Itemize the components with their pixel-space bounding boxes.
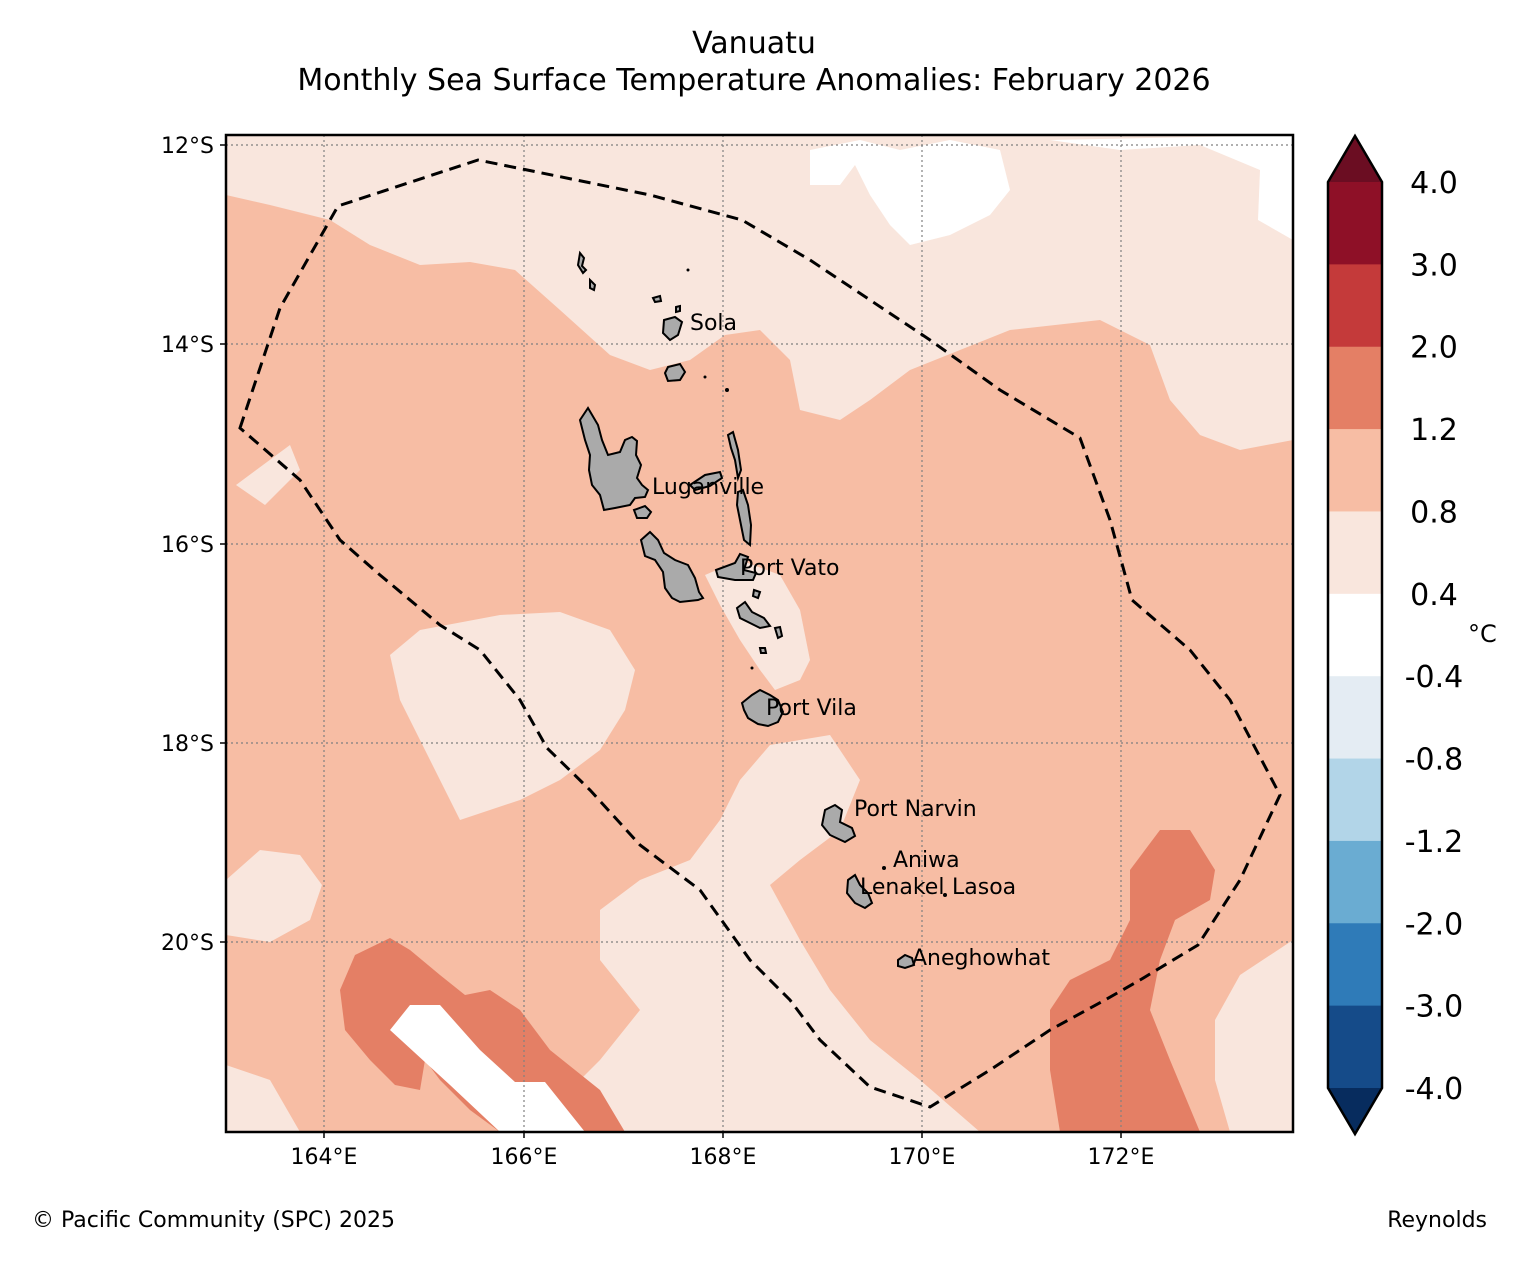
island-merelava <box>663 362 687 383</box>
island-tanna <box>845 873 874 910</box>
islands <box>576 250 916 970</box>
colorbar-segment <box>1328 1005 1382 1089</box>
map-subtitle: Monthly Sea Surface Temperature Anomalie… <box>297 63 1211 98</box>
colorbar-tick-label: 2.0 <box>1410 331 1458 366</box>
lon-ticks <box>323 1132 1122 1138</box>
anomaly-neutral-ne <box>1050 135 1293 240</box>
anomaly-band-north <box>226 135 1293 450</box>
island-torres-1 <box>576 250 588 275</box>
colorbar-segment <box>1328 264 1382 348</box>
lat-tick-label: 18°S <box>161 732 214 757</box>
place-label: Sola <box>690 311 737 336</box>
colorbar-tick-label: 3.0 <box>1410 248 1458 283</box>
colorbar-segment <box>1328 593 1382 677</box>
island-speck <box>750 666 754 670</box>
island-efate <box>740 688 785 728</box>
island-vanualava <box>651 294 663 304</box>
colorbar-extend-max <box>1328 136 1382 182</box>
colorbar-segment <box>1328 840 1382 924</box>
island-paama <box>751 588 762 600</box>
place-label: Port Vato <box>740 556 840 581</box>
island-aneityum <box>897 953 916 970</box>
anomaly-band-sw <box>226 850 322 942</box>
island-speck <box>882 866 886 870</box>
anomaly-band-south <box>560 735 980 1132</box>
anomaly-neutral-sw <box>390 1005 585 1132</box>
island-speck <box>703 375 707 379</box>
colorbar-segment <box>1328 429 1382 512</box>
colorbar-tick-label: -4.0 <box>1405 1072 1464 1107</box>
island-specks <box>686 268 947 897</box>
lat-tick-label: 16°S <box>161 533 214 558</box>
lat-ticks <box>220 144 226 943</box>
colorbar-segment <box>1328 758 1382 842</box>
anomaly-warm-se <box>1050 830 1215 1132</box>
anomaly-band-central <box>390 612 635 820</box>
map-title: Vanuatu <box>692 26 816 61</box>
island-malakula <box>639 530 705 604</box>
colorbar-tick-label: 0.8 <box>1410 495 1458 530</box>
island-speck <box>725 388 729 392</box>
anomaly-band-west <box>236 445 300 505</box>
place-label: Luganville <box>652 475 764 500</box>
lon-tick-label: 172°E <box>1088 1145 1155 1170</box>
island-speck <box>686 268 690 272</box>
anomaly-band-se <box>1215 940 1293 1132</box>
colorbar-tick-label: -2.0 <box>1405 907 1464 942</box>
place-label: Lasoa <box>952 875 1016 900</box>
colorbar: 4.0 3.0 2.0 1.2 0.8 0.4 -0.4 -0.8 -1.2 -2.0 -3.0 -4… <box>1326 133 1464 1137</box>
colorbar-segment <box>1328 346 1382 430</box>
place-label: Aniwa <box>893 848 960 873</box>
lon-tick-label: 166°E <box>491 1145 558 1170</box>
island-malo <box>632 504 653 519</box>
island-ambrym <box>714 552 758 581</box>
eez-boundary <box>238 158 1282 1109</box>
lon-tick-label: 170°E <box>889 1145 956 1170</box>
lat-tick-label: 20°S <box>161 931 214 956</box>
colorbar-segment <box>1328 923 1382 1007</box>
anomaly-field <box>226 135 1293 1132</box>
copyright-credit: © Pacific Community (SPC) 2025 <box>32 1208 395 1233</box>
colorbar-outline <box>1326 133 1384 1137</box>
colorbar-tick-label: -1.2 <box>1405 825 1464 860</box>
anomaly-neutral-north <box>810 140 1010 245</box>
island-small-banks <box>675 304 681 314</box>
anomaly-band-corner <box>226 1065 300 1132</box>
island-erromango <box>820 803 857 844</box>
colorbar-tick-label: 0.4 <box>1410 578 1458 613</box>
island-santo <box>578 406 650 512</box>
colorbar-segment <box>1328 511 1382 595</box>
place-label: Aneghowhat <box>912 946 1050 971</box>
colorbar-extend-min <box>1328 1088 1382 1134</box>
island-epi <box>735 600 772 630</box>
lon-tick-label: 164°E <box>291 1145 358 1170</box>
colorbar-segment <box>1328 182 1382 265</box>
colorbar-tick-label: -0.8 <box>1405 743 1464 778</box>
colorbar-tick-label: 1.2 <box>1410 413 1458 448</box>
colorbar-tick-label: -0.4 <box>1405 660 1464 695</box>
lat-tick-label: 14°S <box>161 333 214 358</box>
lat-tick-label: 12°S <box>161 134 214 159</box>
island-shepherds-1 <box>773 625 784 640</box>
colorbar-segment <box>1328 676 1382 760</box>
island-speck <box>943 893 947 897</box>
colorbar-tick-label: -3.0 <box>1405 990 1464 1025</box>
anomaly-warm-sw <box>340 938 625 1132</box>
island-torres-2 <box>589 277 597 292</box>
colorbar-unit: °C <box>1468 620 1497 648</box>
island-gaua <box>661 315 684 342</box>
place-label: Port Narvin <box>854 797 977 822</box>
data-source: Reynolds <box>1387 1208 1487 1233</box>
island-pentecost <box>735 488 753 548</box>
island-maewo <box>726 430 743 482</box>
colorbar-tick-label: 4.0 <box>1410 166 1458 201</box>
graticule <box>226 135 1293 1132</box>
place-label: Lenakel <box>860 875 944 900</box>
island-shepherds-2 <box>758 647 768 654</box>
lon-tick-label: 168°E <box>690 1145 757 1170</box>
map-frame <box>224 133 1295 1134</box>
place-label: Port Vila <box>766 696 857 721</box>
island-ambae <box>688 470 724 492</box>
